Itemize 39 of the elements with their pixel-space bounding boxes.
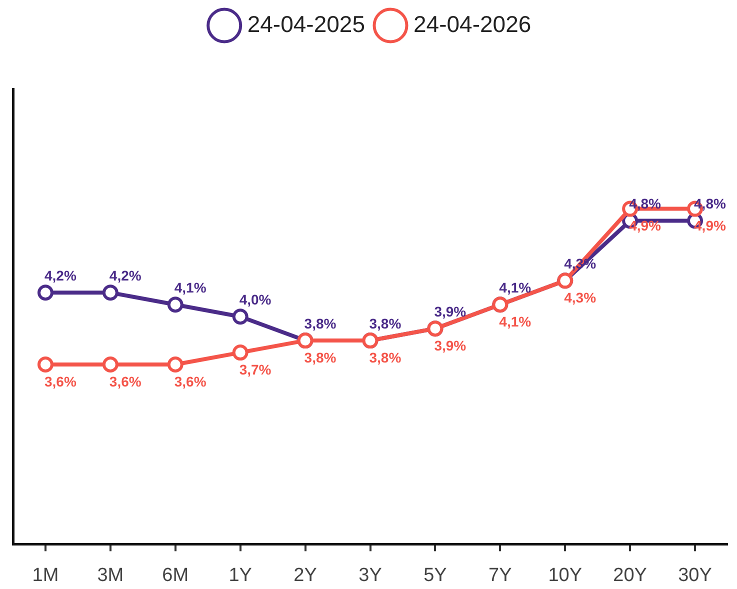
x-tick-label: 30Y [678,564,712,586]
data-label: 4,1% [174,279,207,296]
data-label: 3,9% [434,303,467,320]
x-tick-label: 10Y [548,564,582,586]
data-label: 4,9% [694,218,726,234]
data-label: 3,8% [304,349,337,366]
point [167,356,184,373]
point [37,356,54,373]
data-label: 3,8% [304,315,337,332]
x-tick-label: 6M [162,564,189,586]
x-tick-label: 3M [97,564,124,586]
data-label: 4,1% [499,313,532,330]
legend-label: 24-04-2026 [414,10,532,37]
data-label: 4,2% [44,268,77,284]
data-label: 3,6% [109,373,142,390]
data-label: 4,3% [564,290,597,306]
data-label: 3,7% [239,361,272,378]
x-tick-label: 1Y [228,564,252,586]
data-label: 3,6% [44,373,77,390]
data-label: 3,8% [369,349,402,366]
x-tick-label: 3Y [358,564,382,586]
point [102,356,118,373]
point [232,344,248,361]
data-label: 4,2% [109,268,142,284]
x-tick-label: 20Y [613,564,648,586]
data-label: 4,0% [239,291,272,308]
data-label: 4,1% [499,279,532,296]
point [37,284,54,301]
x-tick-label: 7Y [488,564,512,586]
x-tick-label: 5Y [424,564,448,586]
legend-label: 24-04-2025 [247,10,366,37]
data-label: 3,6% [174,373,207,390]
data-label: 3,8% [369,315,402,332]
point [102,284,118,301]
point [232,308,248,325]
point [167,296,184,313]
data-label: 3,9% [434,337,467,354]
x-tick-label: 1M [32,564,59,586]
x-tick-label: 2Y [294,564,318,586]
